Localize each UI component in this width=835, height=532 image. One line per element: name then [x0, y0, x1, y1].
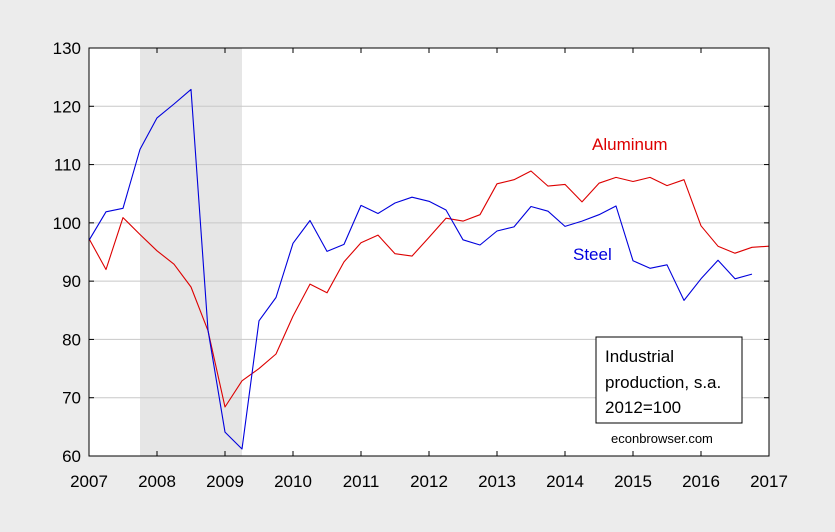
gridlines [89, 105, 769, 399]
y-tick-label-90: 90 [62, 272, 81, 291]
y-tick-label-60: 60 [62, 447, 81, 466]
annotation-box: Industrial production, s.a. 2012=100 [595, 336, 743, 424]
series-label-aluminum: Aluminum [592, 135, 668, 154]
series-label-steel: Steel [573, 245, 612, 264]
y-tick-label-80: 80 [62, 330, 81, 349]
x-tick-label-2010: 2010 [274, 472, 312, 491]
axis-ticks [88, 47, 770, 457]
y-tick-label-130: 130 [53, 39, 81, 58]
x-tick-label-2015: 2015 [614, 472, 652, 491]
annotation-line-2: production, s.a. [605, 373, 721, 392]
y-tick-label-70: 70 [62, 389, 81, 408]
source-credit: econbrowser.com [611, 431, 713, 446]
x-tick-label-2007: 2007 [70, 472, 108, 491]
y-tick-label-120: 120 [53, 97, 81, 116]
y-tick-label-100: 100 [53, 214, 81, 233]
y-tick-label-110: 110 [54, 156, 81, 175]
x-tick-label-2014: 2014 [546, 472, 584, 491]
x-tick-label-2016: 2016 [682, 472, 720, 491]
x-tick-label-2009: 2009 [206, 472, 244, 491]
x-tick-label-2011: 2011 [343, 472, 380, 491]
annotation-line-1: Industrial [605, 347, 674, 366]
x-tick-label-2017: 2017 [750, 472, 788, 491]
recession-shading [140, 48, 242, 456]
x-tick-label-2008: 2008 [138, 472, 176, 491]
series-line-aluminum [88, 170, 770, 408]
series-lines [88, 88, 770, 450]
x-tick-label-2013: 2013 [478, 472, 516, 491]
annotation-line-3: 2012=100 [605, 398, 681, 417]
y-axis-tick-labels: 60 70 80 90 100 110 120 130 [53, 39, 81, 466]
x-tick-label-2012: 2012 [410, 472, 448, 491]
series-line-steel [88, 88, 753, 450]
x-axis-tick-labels: 2007 2008 2009 2010 2011 2012 2013 2014 2015 2016… [70, 472, 788, 491]
